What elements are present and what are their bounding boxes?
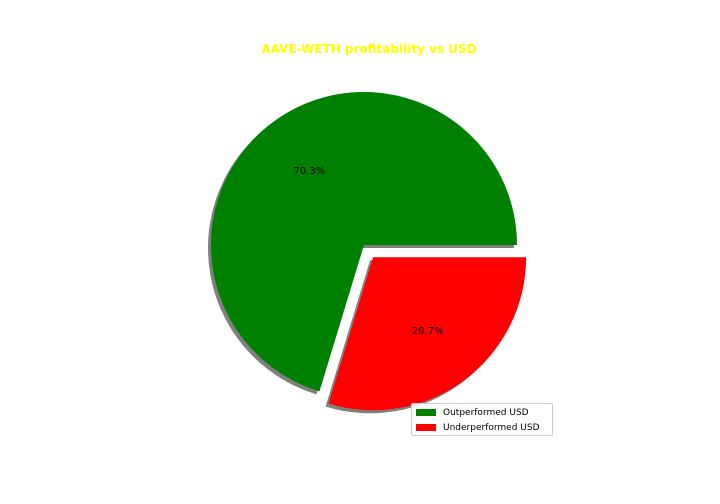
legend-label-underperformed: Underperformed USD [443,422,540,433]
pie-slice-underperformed [328,257,527,411]
legend-item-outperformed: Outperformed USD [416,405,548,420]
chart-title: AAVE-WETH profitability vs USD [261,42,477,56]
pie-label-underperformed: 29.7% [412,326,444,337]
pie-slice-outperformed [211,92,518,392]
legend: Outperformed USD Underperformed USD [411,403,553,436]
legend-swatch-outperformed [416,409,436,416]
legend-swatch-underperformed [416,424,436,431]
legend-label-outperformed: Outperformed USD [443,407,529,418]
legend-item-underperformed: Underperformed USD [416,420,548,435]
pie-label-outperformed: 70.3% [293,166,325,177]
